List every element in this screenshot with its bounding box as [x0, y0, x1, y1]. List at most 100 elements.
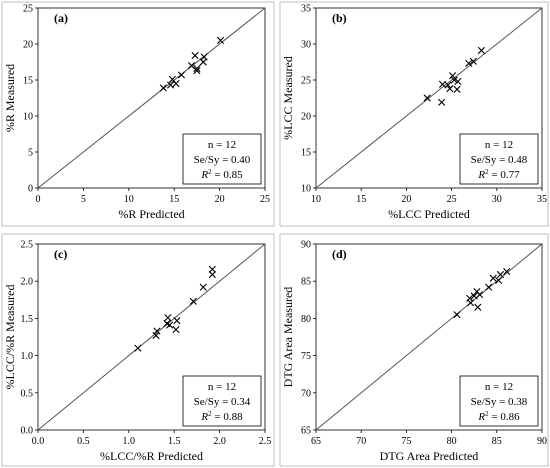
x-tick-label: 1.0	[123, 436, 136, 447]
panel-frame	[1, 1, 275, 227]
chart-panel-c: 0.0 0.5 1.0 1.5 2.0 2.5 0.0 0.5 1.0 1.5 2.0 2.5 %LCC…	[1, 233, 275, 467]
y-tick-label: 20	[23, 40, 33, 51]
data-point	[448, 72, 457, 80]
data-point	[423, 94, 431, 102]
stats-line: R2 = 0.88	[200, 410, 243, 423]
panel-label: (b)	[332, 11, 347, 25]
y-tick-label: 70	[301, 388, 311, 399]
stats-line: Se/Sy = 0.40	[194, 154, 251, 166]
x-tick-label: 90	[537, 436, 547, 447]
x-axis-label: %LCC Predicted	[388, 207, 470, 221]
data-point	[166, 321, 174, 329]
y-axis-label: %LCC Measured	[281, 56, 295, 140]
stats-box-border	[459, 375, 539, 427]
x-tick-label: 0.5	[77, 436, 90, 447]
stats-line: n = 12	[208, 381, 236, 393]
data-point	[470, 292, 478, 300]
x-tick-label: 80	[447, 436, 457, 447]
data-point	[477, 46, 486, 55]
stats-line: Se/Sy = 0.38	[471, 396, 528, 408]
data-point	[172, 80, 180, 88]
data-point	[159, 84, 167, 92]
y-axis-label: %LCC/%R Measured	[3, 285, 17, 390]
x-tick-label: 20	[401, 194, 411, 205]
y-tick-label: 25	[23, 4, 33, 15]
data-point	[164, 314, 172, 322]
stats-box: n = 12 Se/Sy = 0.40 R2 = 0.85	[182, 133, 262, 185]
stats-line: R2 = 0.86	[477, 410, 520, 423]
one-to-one-line	[315, 243, 543, 431]
data-point	[208, 265, 216, 273]
x-tick-label: 2.0	[213, 436, 226, 447]
data-point	[503, 267, 511, 276]
data-point	[200, 53, 208, 61]
x-tick-label: 2.5	[259, 436, 272, 447]
y-tick-label: 25	[301, 76, 311, 87]
data-point	[444, 81, 452, 89]
y-tick-label: 90	[301, 240, 311, 251]
data-point	[485, 283, 493, 291]
y-tick-label: 1.5	[21, 314, 34, 325]
stats-box: n = 12 Se/Sy = 0.34 R2 = 0.88	[182, 375, 262, 427]
y-tick-label: 85	[301, 277, 311, 288]
y-tick-label: 5	[28, 148, 33, 159]
y-tick-label: 35	[301, 4, 311, 15]
data-point	[453, 311, 461, 319]
panel-label: (d)	[332, 247, 347, 261]
x-tick-label: 30	[492, 194, 502, 205]
data-point	[199, 283, 207, 291]
x-tick-label: 35	[537, 194, 547, 205]
y-axis-label: %R Measured	[3, 64, 17, 132]
panel-frame	[279, 1, 549, 227]
plot-area	[37, 7, 266, 189]
stats-line: n = 12	[485, 139, 513, 151]
y-tick-label: 10	[23, 112, 33, 123]
panel-label: (a)	[54, 11, 68, 25]
one-to-one-line	[37, 243, 266, 431]
data-point	[489, 274, 497, 282]
plot-area	[315, 7, 543, 189]
stats-line: R2 = 0.77	[477, 168, 520, 181]
data-point	[153, 327, 161, 335]
data-point	[172, 325, 180, 334]
y-tick-label: 30	[301, 40, 311, 51]
x-tick-label: 20	[215, 194, 225, 205]
x-tick-label: 75	[401, 436, 411, 447]
data-point	[476, 291, 484, 299]
data-point	[166, 81, 175, 89]
one-to-one-line	[315, 7, 543, 189]
data-point	[469, 57, 477, 65]
data-point	[208, 270, 216, 279]
data-point	[177, 71, 186, 79]
data-point	[134, 344, 142, 352]
y-tick-label: 65	[301, 426, 311, 437]
stats-line: Se/Sy = 0.34	[194, 396, 251, 408]
x-tick-label: 70	[356, 436, 366, 447]
stats-line: R2 = 0.85	[200, 168, 243, 181]
x-tick-label: 25	[260, 194, 270, 205]
x-tick-label: 85	[492, 436, 502, 447]
x-tick-label: 10	[124, 194, 134, 205]
y-tick-label: 2.5	[21, 240, 34, 251]
data-point	[454, 77, 462, 86]
data-point	[465, 59, 473, 68]
x-axis-label: %R Predicted	[118, 207, 184, 221]
chart-panel-a: 0 5 10 15 20 25 0 5 10 15 20 25 %R Predicted %R Measu…	[1, 1, 275, 227]
chart-panel-b: 10 15 20 25 30 35 10 15 20 25 30 35 %LCC Predicted %L…	[279, 1, 549, 227]
data-point	[496, 270, 505, 279]
y-tick-label: 0.5	[21, 388, 34, 399]
stats-box: n = 12 Se/Sy = 0.48 R2 = 0.77	[459, 133, 539, 185]
y-tick-label: 10	[301, 184, 311, 195]
stats-box: n = 12 Se/Sy = 0.38 R2 = 0.86	[459, 375, 539, 427]
data-point	[446, 85, 454, 93]
stats-box-border	[182, 133, 262, 185]
stats-box-border	[182, 375, 262, 427]
plot-area	[37, 243, 266, 431]
data-point	[173, 317, 181, 325]
stats-line: n = 12	[208, 139, 236, 151]
data-point	[495, 276, 503, 285]
data-point	[189, 297, 197, 305]
data-point	[474, 303, 482, 311]
one-to-one-line	[37, 7, 266, 189]
